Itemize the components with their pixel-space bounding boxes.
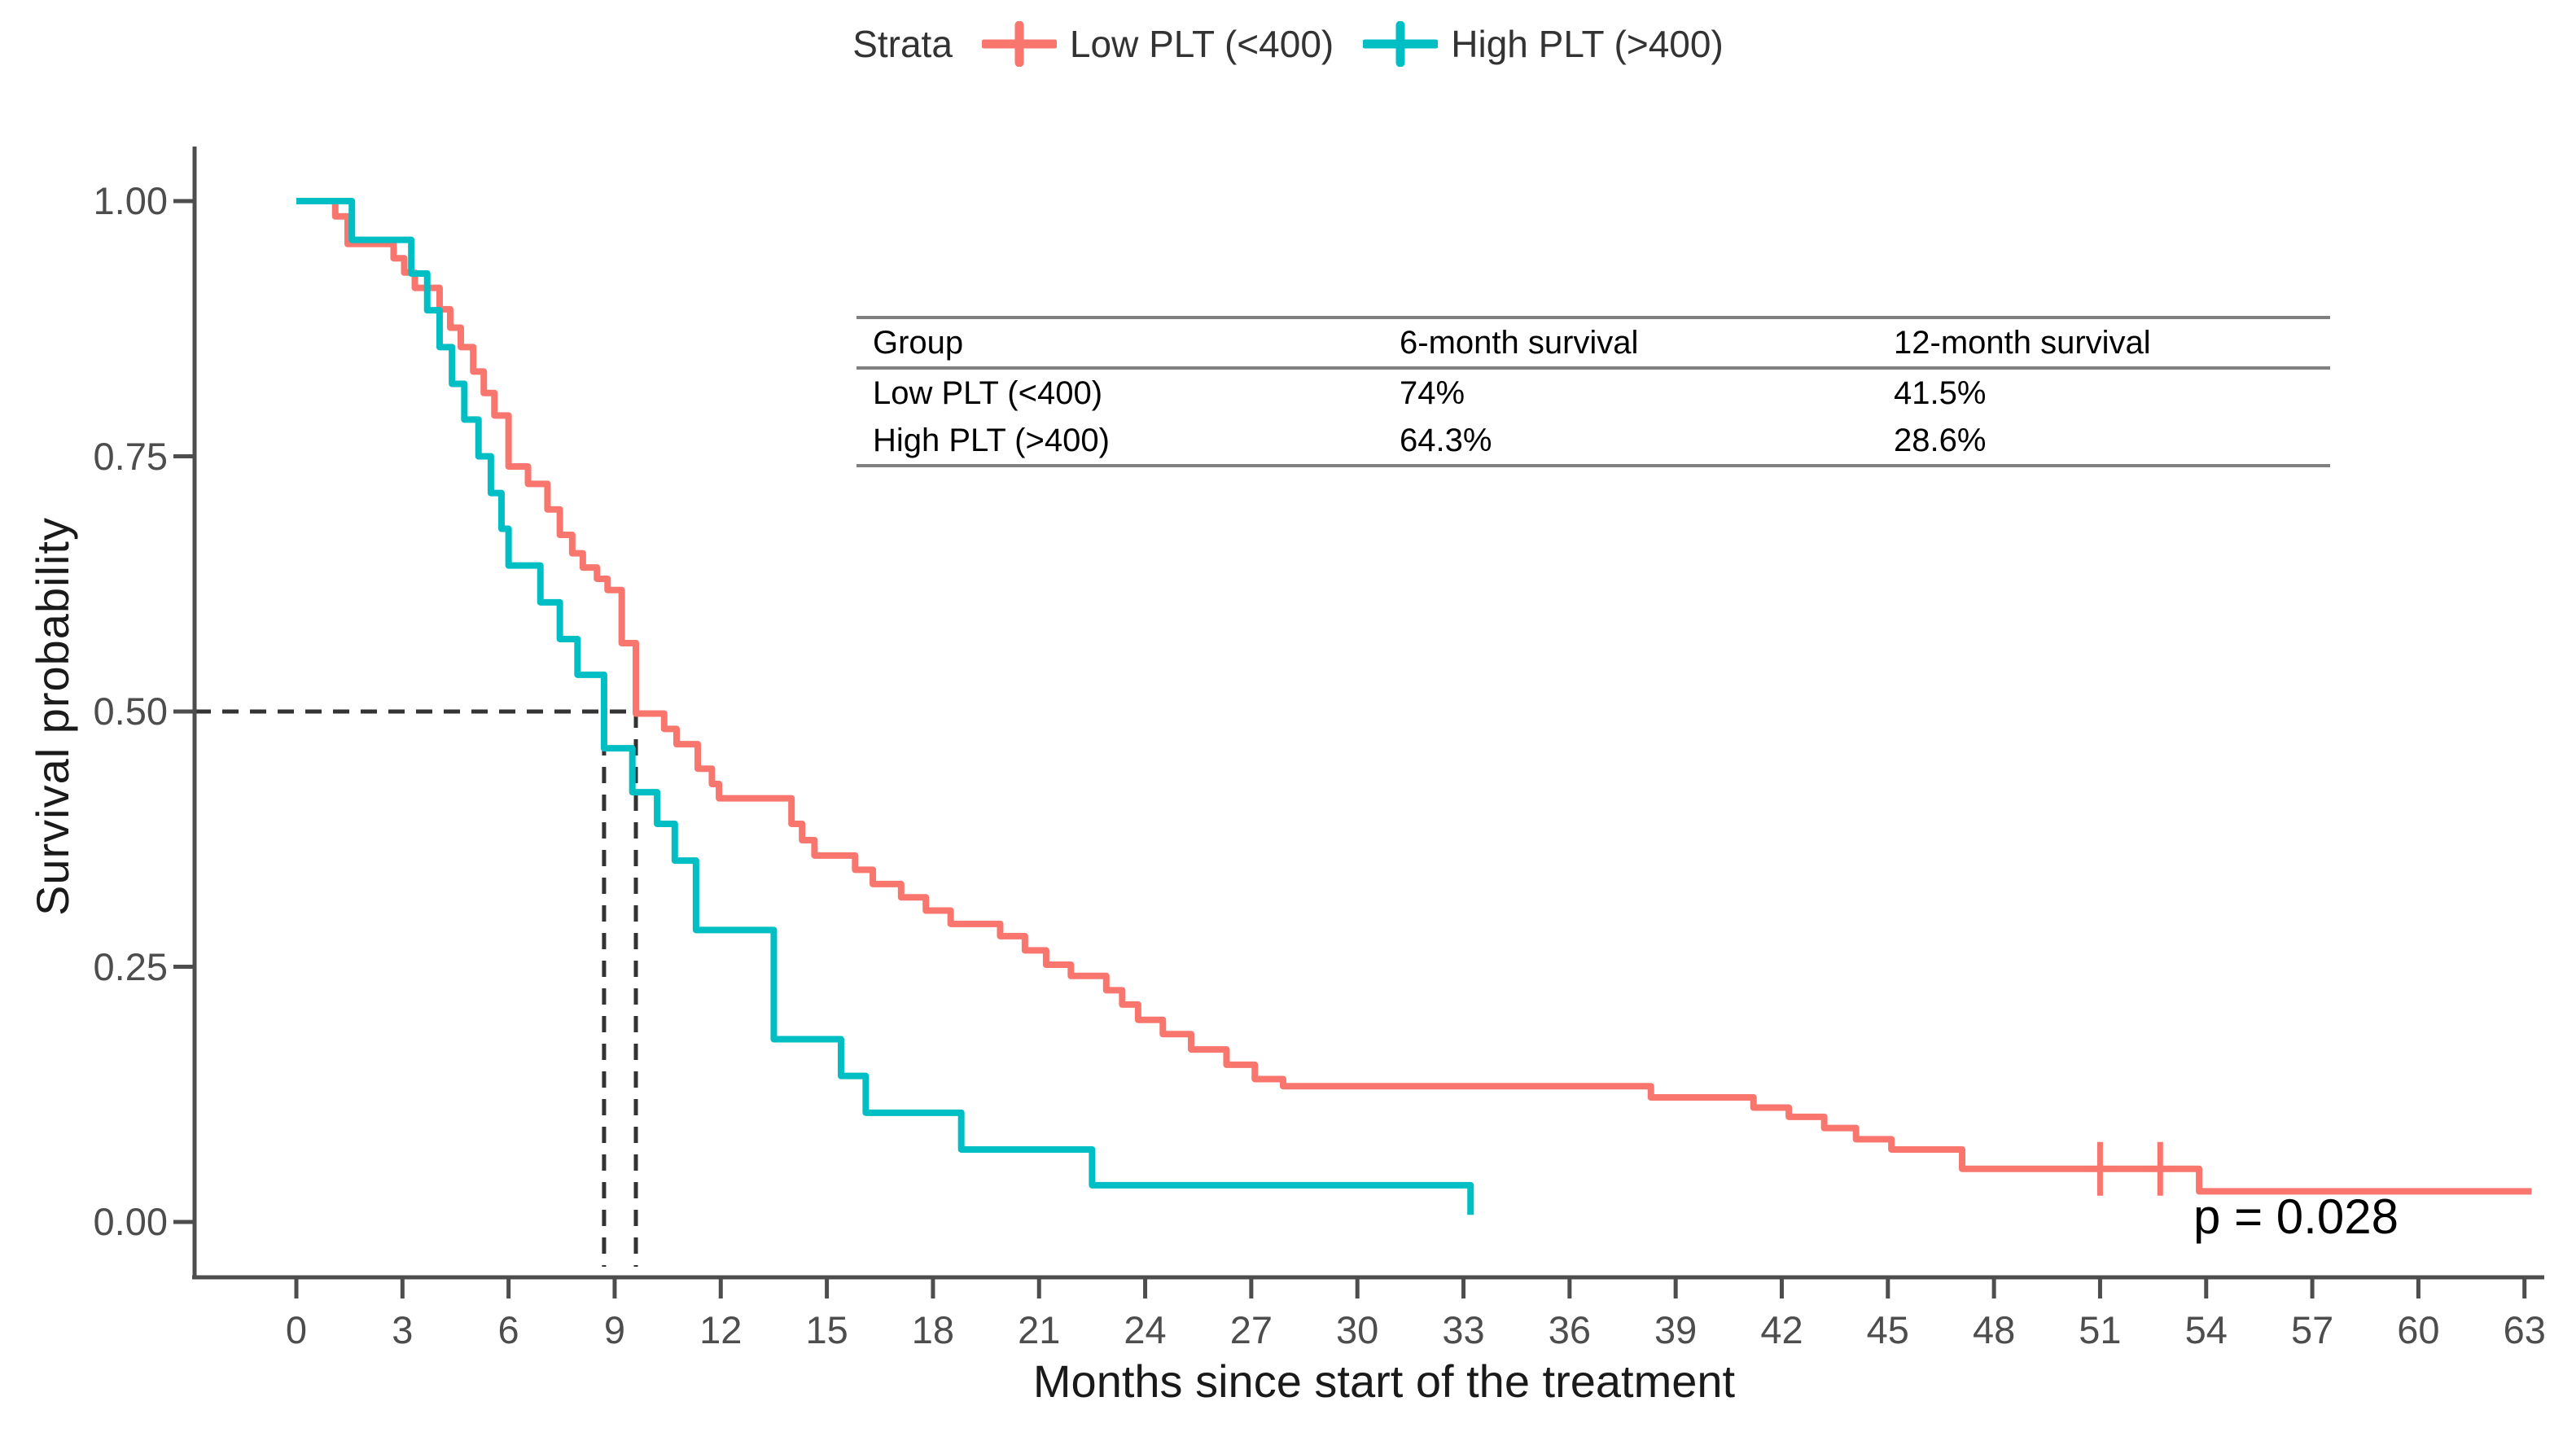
x-tick-label: 54 xyxy=(2184,1308,2228,1351)
x-tick-label: 24 xyxy=(1124,1308,1167,1351)
p-value-annotation: p = 0.028 xyxy=(2193,1189,2399,1244)
table-header-row: Group 6-month survival 12-month survival xyxy=(856,319,2330,370)
legend-item-low-plt: Low PLT (<400) xyxy=(981,21,1334,67)
y-tick-label: 0.00 xyxy=(93,1200,168,1243)
legend-item-high-plt: High PLT (>400) xyxy=(1363,21,1724,67)
x-axis-title: Months since start of the treatment xyxy=(1032,1355,1736,1407)
table-header-cell: 12-month survival xyxy=(1894,325,2151,361)
y-tick-label: 1.00 xyxy=(93,179,168,222)
survival-curve-high-plt xyxy=(296,198,1474,1215)
x-tick-label: 12 xyxy=(699,1308,743,1351)
table-row: High PLT (>400) 64.3% 28.6% xyxy=(856,417,2330,464)
x-tick-label: 48 xyxy=(1972,1308,2016,1351)
table-cell: Low PLT (<400) xyxy=(873,375,1103,411)
x-tick-label: 3 xyxy=(392,1308,414,1351)
x-tick-label: 27 xyxy=(1229,1308,1273,1351)
x-tick-label: 30 xyxy=(1336,1308,1379,1351)
x-tick-label: 45 xyxy=(1866,1308,1909,1351)
legend-label-low-plt: Low PLT (<400) xyxy=(1069,23,1334,65)
x-tick-label: 63 xyxy=(2503,1308,2546,1351)
x-tick-label: 6 xyxy=(497,1308,519,1351)
x-tick-label: 18 xyxy=(911,1308,955,1351)
x-tick-label: 51 xyxy=(2079,1308,2122,1351)
x-tick-label: 21 xyxy=(1018,1308,1061,1351)
survival-curve-low-plt xyxy=(296,198,2532,1195)
x-tick-label: 9 xyxy=(603,1308,626,1351)
x-tick-label: 60 xyxy=(2397,1308,2440,1351)
survival-summary-table: Group 6-month survival 12-month survival Lo… xyxy=(856,316,2330,467)
x-tick-label: 42 xyxy=(1760,1308,1803,1351)
table-cell: High PLT (>400) xyxy=(873,423,1110,458)
x-tick-label: 39 xyxy=(1654,1308,1698,1351)
table-cell: 41.5% xyxy=(1894,375,1987,411)
x-tick-label: 0 xyxy=(285,1308,308,1351)
x-tick-label: 36 xyxy=(1548,1308,1591,1351)
table-row: Low PLT (<400) 74% 41.5% xyxy=(856,370,2330,417)
y-tick-label: 0.75 xyxy=(93,434,168,478)
table-cell: 64.3% xyxy=(1400,423,1492,458)
censor-plus-icon xyxy=(1363,21,1439,67)
x-tick-label: 33 xyxy=(1442,1308,1485,1351)
y-tick-label: 0.50 xyxy=(93,690,168,733)
chart-legend: Strata Low PLT (<400) High PLT (>400) xyxy=(0,21,2576,67)
x-tick-label: 57 xyxy=(2290,1308,2334,1351)
table-header-cell: Group xyxy=(873,325,964,361)
table-cell: 74% xyxy=(1400,375,1465,411)
table-header-cell: 6-month survival xyxy=(1400,325,1639,361)
table-cell: 28.6% xyxy=(1894,423,1987,458)
x-tick-label: 15 xyxy=(805,1308,848,1351)
censor-plus-icon xyxy=(981,21,1057,67)
legend-label-high-plt: High PLT (>400) xyxy=(1451,23,1724,65)
legend-title: Strata xyxy=(852,23,953,65)
y-tick-label: 0.25 xyxy=(93,944,168,988)
